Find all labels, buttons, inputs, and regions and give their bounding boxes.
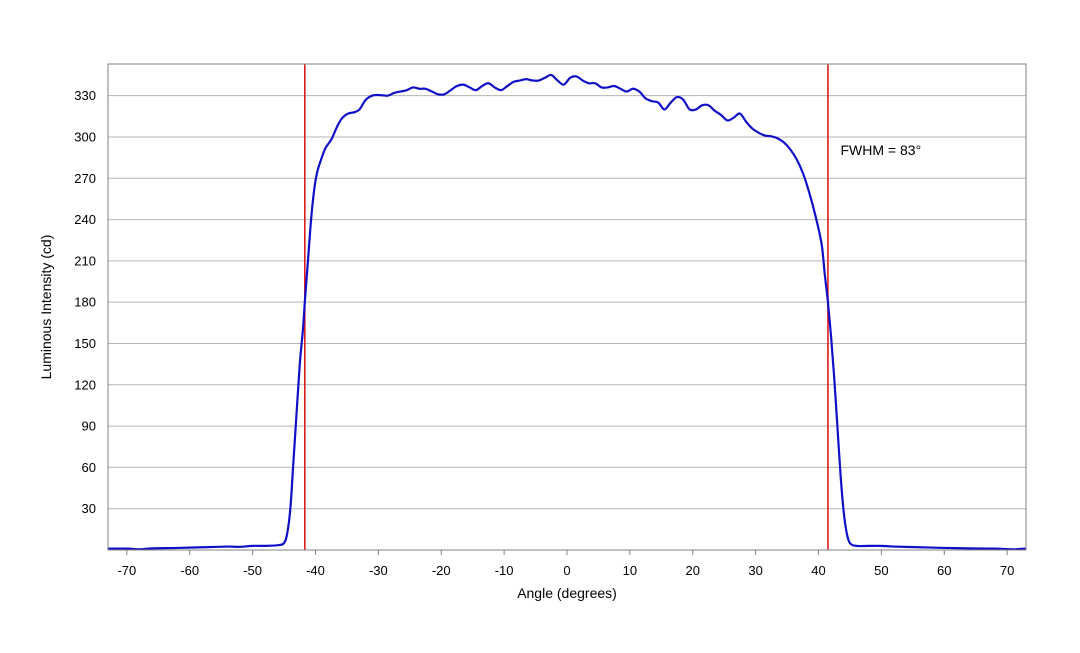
y-tick-label: 90 [82,419,96,434]
x-tick-labels: -70 -60 -50 -40 -30 -20 -10 0 10 20 30 40 50 60 70 [117,550,1014,578]
y-tick-label: 30 [82,501,96,516]
x-tick-label: -10 [495,563,514,578]
y-tick-label: 150 [74,336,96,351]
x-tick-label: -50 [243,563,262,578]
x-tick-label: 30 [748,563,762,578]
y-tick-label: 300 [74,129,96,144]
y-tick-label: 270 [74,171,96,186]
y-tick-label: 330 [74,88,96,103]
x-tick-label: -70 [117,563,136,578]
y-axis-title: Luminous Intensity (cd) [38,235,54,380]
x-axis-title: Angle (degrees) [517,585,617,601]
x-tick-label: 0 [563,563,570,578]
x-tick-label: -20 [432,563,451,578]
y-tick-label: 60 [82,460,96,475]
x-tick-label: -60 [180,563,199,578]
x-tick-label: 50 [874,563,888,578]
y-tick-labels: 30 60 90 120 150 180 210 240 270 300 330 [74,88,96,516]
x-tick-label: 40 [811,563,825,578]
x-tick-label: 70 [1000,563,1014,578]
x-tick-label: 10 [623,563,637,578]
x-tick-label: -40 [306,563,325,578]
x-tick-label: -30 [369,563,388,578]
y-tick-label: 240 [74,212,96,227]
fwhm-annotation: FWHM = 83° [841,142,922,158]
grid-lines [108,95,1026,510]
y-tick-label: 120 [74,377,96,392]
intensity-curve [107,73,1027,551]
data-series [107,73,1027,551]
y-tick-label: 180 [74,295,96,310]
x-tick-label: 20 [686,563,700,578]
x-tick-label: 60 [937,563,951,578]
y-tick-label: 210 [74,253,96,268]
